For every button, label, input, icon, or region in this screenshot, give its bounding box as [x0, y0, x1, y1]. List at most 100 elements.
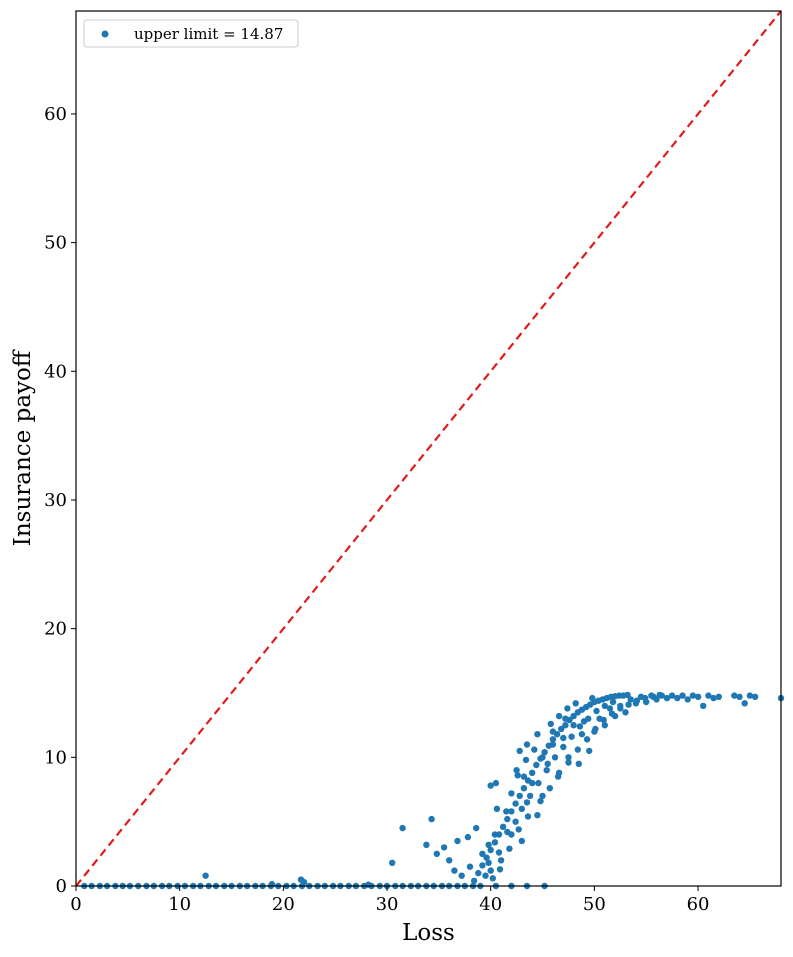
data-point — [524, 813, 532, 820]
data-point — [560, 743, 567, 751]
data-point — [475, 869, 482, 877]
data-point — [520, 785, 528, 792]
legend-label: upper limit = 14.87 — [134, 25, 283, 43]
y-axis-ticks: 0 10 20 30 40 50 60 — [44, 104, 76, 897]
data-point — [684, 696, 691, 703]
legend-box — [83, 19, 299, 48]
data-point — [625, 701, 632, 708]
data-point — [492, 779, 500, 787]
data-point — [365, 881, 372, 888]
data-point — [485, 859, 492, 866]
y-tick-label: 30 — [44, 490, 67, 511]
data-point — [715, 693, 722, 700]
data-point — [544, 760, 551, 767]
data-point — [479, 862, 486, 869]
data-point — [650, 693, 657, 700]
data-point — [202, 872, 209, 879]
data-point — [433, 850, 440, 857]
data-point — [537, 797, 544, 805]
data-point — [518, 837, 525, 845]
data-point — [499, 823, 507, 830]
data-point — [495, 831, 503, 838]
data-point — [663, 694, 671, 702]
y-axis-label: Insurance payoff — [10, 349, 36, 546]
data-point — [600, 716, 607, 724]
data-point — [568, 733, 575, 740]
x-tick-label: 0 — [70, 894, 81, 915]
data-point — [633, 697, 641, 704]
data-point — [506, 845, 513, 852]
x-tick-label: 20 — [272, 894, 295, 915]
data-point — [606, 705, 614, 712]
data-point — [487, 782, 494, 789]
data-point — [529, 769, 536, 776]
data-point — [524, 777, 532, 784]
data-point — [560, 734, 567, 742]
data-point — [451, 867, 458, 874]
data-point — [516, 747, 523, 755]
data-point — [617, 705, 624, 712]
data-point — [399, 824, 406, 832]
data-point — [533, 761, 540, 769]
data-point — [423, 841, 430, 848]
data-point — [741, 700, 748, 707]
data-point — [601, 702, 608, 710]
x-axis-label: Loss — [402, 920, 455, 946]
data-point — [558, 725, 565, 733]
data-point — [518, 805, 525, 812]
data-point — [656, 691, 663, 699]
y-tick-label: 40 — [44, 361, 67, 382]
data-point — [479, 850, 486, 857]
data-point — [523, 741, 531, 748]
data-point — [537, 755, 544, 762]
data-point — [608, 710, 616, 717]
data-point — [541, 749, 548, 756]
x-tick-label: 40 — [479, 894, 502, 915]
y-tick-label: 10 — [44, 747, 67, 768]
legend: upper limit = 14.87 — [83, 19, 299, 48]
data-point — [458, 872, 465, 879]
data-point — [504, 815, 511, 823]
data-point — [589, 694, 596, 702]
x-tick-label: 50 — [583, 894, 606, 915]
data-point — [534, 812, 541, 819]
data-point — [300, 878, 308, 886]
data-point — [586, 747, 593, 755]
data-point — [389, 859, 396, 866]
data-point — [549, 736, 557, 743]
data-points — [81, 691, 785, 890]
data-point — [487, 867, 494, 874]
data-point — [555, 712, 563, 720]
y-tick-label: 60 — [44, 104, 67, 125]
data-point — [531, 746, 538, 753]
data-point — [609, 698, 617, 706]
data-point — [565, 754, 572, 761]
data-point — [497, 857, 505, 864]
data-point — [428, 815, 435, 823]
plot-area-frame — [75, 10, 782, 887]
y-tick-label: 50 — [44, 233, 67, 254]
data-point — [746, 692, 754, 699]
data-point — [493, 805, 501, 812]
data-point — [470, 877, 478, 885]
data-point — [446, 857, 453, 864]
x-tick-label: 60 — [687, 894, 710, 915]
legend-marker — [101, 30, 109, 38]
data-point — [622, 709, 629, 716]
data-point — [566, 716, 573, 724]
data-point — [700, 702, 707, 710]
data-point — [565, 759, 572, 766]
data-point — [512, 818, 519, 825]
data-point — [575, 760, 582, 767]
data-point — [546, 785, 553, 792]
data-point — [751, 693, 759, 700]
data-point — [572, 700, 579, 707]
data-point — [491, 839, 499, 846]
x-tick-label: 30 — [376, 894, 399, 915]
data-point — [583, 736, 591, 743]
data-point — [551, 754, 559, 761]
data-point — [694, 693, 702, 700]
data-point — [482, 872, 489, 879]
data-point — [503, 808, 510, 815]
data-point — [593, 707, 600, 715]
